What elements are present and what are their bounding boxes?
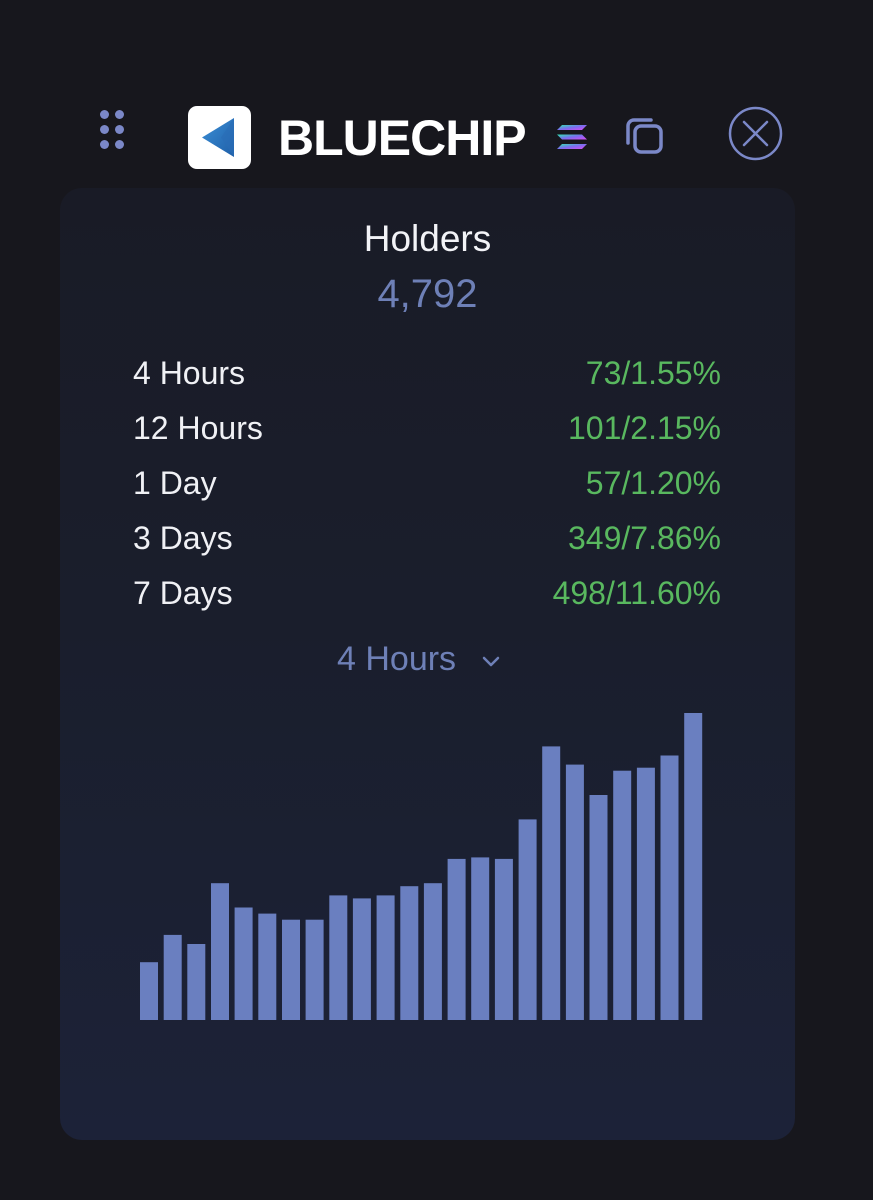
holders-bar-chart	[140, 713, 703, 1020]
chart-bar-24	[684, 713, 703, 1020]
close-button[interactable]	[727, 105, 784, 162]
stat-label: 12 Hours	[133, 410, 263, 446]
chart-bar-17	[518, 819, 537, 1020]
chart-bar-4	[211, 883, 229, 1020]
chart-bar-9	[329, 895, 348, 1020]
close-circle-icon	[728, 106, 783, 161]
chart-bar-14	[447, 858, 466, 1020]
chart-bar-15	[471, 857, 490, 1020]
stat-label: 3 Days	[133, 520, 233, 556]
stat-value: 101/2.15%	[567, 410, 721, 446]
stat-value: 498/11.60%	[552, 575, 721, 611]
stat-label: 1 Day	[133, 465, 217, 501]
stat-value: 73/1.55%	[585, 355, 721, 391]
chart-bar-6	[258, 913, 277, 1020]
chevron-down-icon	[482, 656, 499, 667]
bluechip-logo-icon	[188, 106, 251, 169]
copy-button[interactable]	[622, 113, 668, 159]
period-dropdown[interactable]: 4 Hours	[337, 636, 502, 682]
stat-row-4-hours: 4 Hours 73/1.55%	[133, 348, 721, 403]
chart-bar-12	[400, 886, 419, 1020]
holder-change-list: 4 Hours 73/1.55% 12 Hours 101/2.15% 1 Da…	[133, 348, 721, 623]
stat-value: 57/1.20%	[585, 465, 721, 501]
copy-icon	[626, 118, 663, 154]
chart-bar-21	[613, 770, 632, 1020]
chart-bar-2	[163, 934, 182, 1020]
chart-bar-22	[636, 767, 655, 1020]
stat-label: 4 Hours	[133, 355, 246, 391]
stat-label: 7 Days	[133, 575, 233, 611]
chart-bar-11	[376, 895, 395, 1020]
chart-bar-7	[282, 919, 300, 1020]
period-dropdown-value: 4 Hours	[337, 640, 457, 678]
chart-bar-8	[305, 919, 324, 1020]
stat-row-12-hours: 12 Hours 101/2.15%	[133, 403, 721, 458]
chart-bar-10	[352, 898, 371, 1020]
holders-label: Holders	[363, 218, 492, 259]
chart-bar-23	[660, 755, 679, 1020]
chart-bar-16	[494, 858, 513, 1020]
app-title: BLUECHIP	[278, 110, 527, 166]
chart-bar-19	[565, 764, 584, 1020]
chart-bar-3	[187, 944, 206, 1020]
chart-bar-1	[140, 962, 158, 1020]
solana-icon	[556, 124, 588, 150]
drag-handle-icon[interactable]	[100, 110, 126, 150]
chart-bar-18	[542, 746, 561, 1020]
stat-row-3-days: 3 Days 349/7.86%	[133, 513, 721, 568]
stat-value: 349/7.86%	[567, 520, 721, 556]
holders-count: 4,792	[377, 272, 478, 316]
stat-row-1-day: 1 Day 57/1.20%	[133, 458, 721, 513]
chart-bar-20	[589, 795, 608, 1020]
chart-bar-5	[234, 907, 253, 1020]
chart-bar-13	[423, 883, 442, 1020]
stat-row-7-days: 7 Days 498/11.60%	[133, 568, 721, 623]
